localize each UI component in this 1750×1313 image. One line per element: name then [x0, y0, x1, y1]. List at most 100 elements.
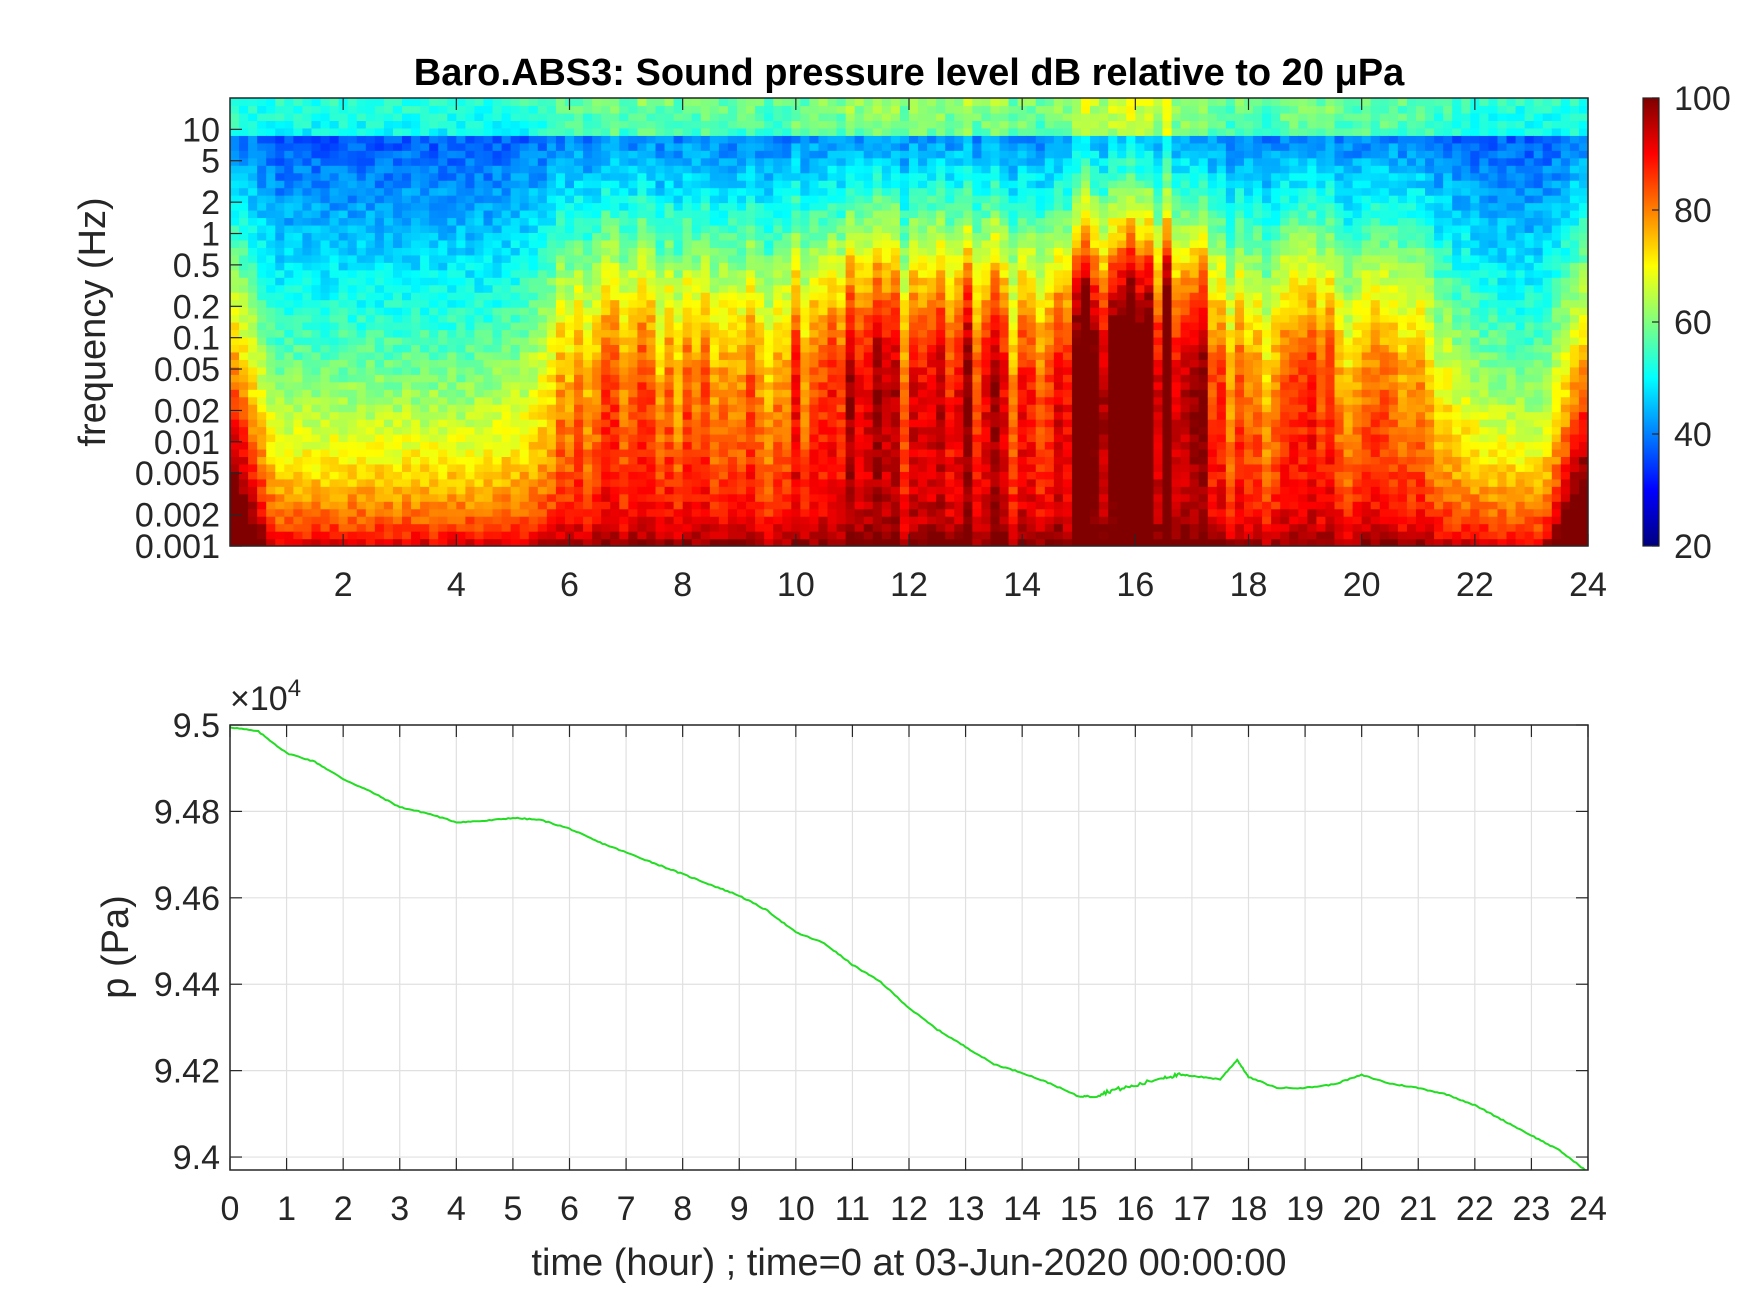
spectrogram-cell	[954, 501, 964, 510]
spectrogram-cell	[809, 396, 820, 405]
spectrogram-cell	[601, 478, 611, 487]
spectrogram-cell	[682, 187, 693, 196]
spectrogram-cell	[275, 531, 285, 540]
spectrogram-cell	[257, 471, 267, 480]
spectrogram-cell	[266, 150, 276, 159]
spectrogram-cell	[474, 456, 485, 465]
spectrogram-cell	[293, 150, 304, 159]
spectrogram-cell	[383, 434, 394, 443]
spectrogram-cell	[574, 98, 584, 107]
spectrogram-cell	[383, 351, 394, 360]
spectrogram-cell	[474, 299, 485, 308]
spectrogram-cell	[374, 516, 385, 525]
spectrogram-cell	[637, 224, 648, 233]
spectrogram-cell	[402, 262, 412, 271]
spectrogram-cell	[537, 531, 548, 540]
spectrogram-cell	[619, 299, 629, 308]
spectrogram-cell	[899, 508, 910, 517]
spectrogram-cell	[972, 456, 983, 465]
spectrogram-cell	[827, 523, 838, 532]
spectrogram-cell	[311, 478, 322, 487]
spectrogram-cell	[474, 165, 485, 174]
spectrogram-cell	[501, 426, 512, 435]
spectrogram-cell	[583, 195, 593, 204]
spectrogram-cell	[836, 351, 847, 360]
spectrogram-cell	[664, 351, 675, 360]
spectrogram-cell	[836, 217, 847, 226]
spectrogram-cell	[438, 120, 448, 129]
spectrogram-cell	[709, 202, 720, 211]
spectrogram-cell	[402, 434, 412, 443]
spectrogram-cell	[836, 239, 847, 248]
spectrogram-cell	[311, 180, 322, 189]
spectrogram-cell	[646, 98, 657, 107]
spectrogram-cell	[909, 471, 919, 480]
spectrogram-cell	[773, 329, 783, 338]
spectrogram-cell	[402, 142, 412, 151]
spectrogram-cell	[302, 359, 313, 368]
spectrogram-cell	[909, 224, 919, 233]
spectrogram-cell	[374, 396, 385, 405]
spectrogram-cell	[555, 239, 566, 248]
spectrogram-cell	[782, 299, 792, 308]
spectrogram-cell	[637, 247, 648, 256]
spectrogram-cell	[347, 292, 358, 301]
spectrogram-cell	[574, 538, 584, 546]
spectrogram-cell	[981, 486, 992, 495]
spectrogram-cell	[773, 456, 783, 465]
spectrogram-cell	[746, 254, 756, 263]
spectrogram-cell	[610, 269, 620, 278]
spectrogram-cell	[899, 135, 910, 144]
spectrogram-cell	[827, 262, 838, 271]
spectrogram-cell	[700, 486, 711, 495]
spectrogram-cell	[655, 105, 666, 114]
spectrogram-cell	[872, 239, 883, 248]
spectrogram-cell	[465, 127, 476, 136]
spectrogram-cell	[492, 456, 503, 465]
spectrogram-cell	[275, 254, 285, 263]
spectrogram-cell	[628, 471, 638, 480]
spectrogram-cell	[918, 247, 928, 256]
spectrogram-cell	[239, 471, 249, 480]
spectrogram-cell	[800, 210, 811, 219]
spectrogram-cell	[963, 359, 973, 368]
spectrogram-cell	[492, 142, 503, 151]
spectrogram-cell	[619, 210, 629, 219]
spectrogram-cell	[954, 165, 964, 174]
spectrogram-cell	[791, 187, 801, 196]
spectrogram-cell	[727, 359, 738, 368]
spectrogram-cell	[392, 523, 403, 532]
spectrogram-cell	[909, 299, 919, 308]
spectrogram-cell	[610, 299, 620, 308]
spectrogram-cell	[402, 359, 412, 368]
spectrogram-cell	[927, 329, 937, 338]
spectrogram-cell	[646, 434, 657, 443]
spectrogram-cell	[736, 463, 747, 472]
spectrogram-cell	[863, 434, 874, 443]
spectrogram-cell	[230, 478, 240, 487]
spectrogram-cell	[637, 232, 648, 241]
spectrogram-cell	[347, 493, 358, 502]
spectrogram-cell	[800, 448, 811, 457]
spectrogram-cell	[791, 172, 801, 181]
spectrogram-cell	[537, 396, 548, 405]
spectrogram-cell	[927, 224, 937, 233]
spectrogram-cell	[293, 501, 304, 510]
spectrogram-cell	[664, 224, 675, 233]
spectrogram-cell	[773, 493, 783, 502]
spectrogram-cell	[682, 105, 693, 114]
spectrogram-cell	[773, 411, 783, 420]
spectrogram-cell	[890, 508, 901, 517]
spectrogram-cell	[782, 165, 792, 174]
spectrogram-cell	[827, 247, 838, 256]
spectrogram-cell	[546, 135, 557, 144]
spectrogram-cell	[311, 381, 322, 390]
spectrogram-cell	[791, 284, 801, 293]
spectrogram-cell	[628, 493, 638, 502]
spectrogram-cell	[537, 105, 548, 114]
spectrogram-cell	[691, 135, 702, 144]
spectrogram-cell	[275, 389, 285, 398]
spectrogram-cell	[248, 351, 258, 360]
spectrogram-cell	[311, 426, 322, 435]
spectrogram-cell	[863, 329, 874, 338]
